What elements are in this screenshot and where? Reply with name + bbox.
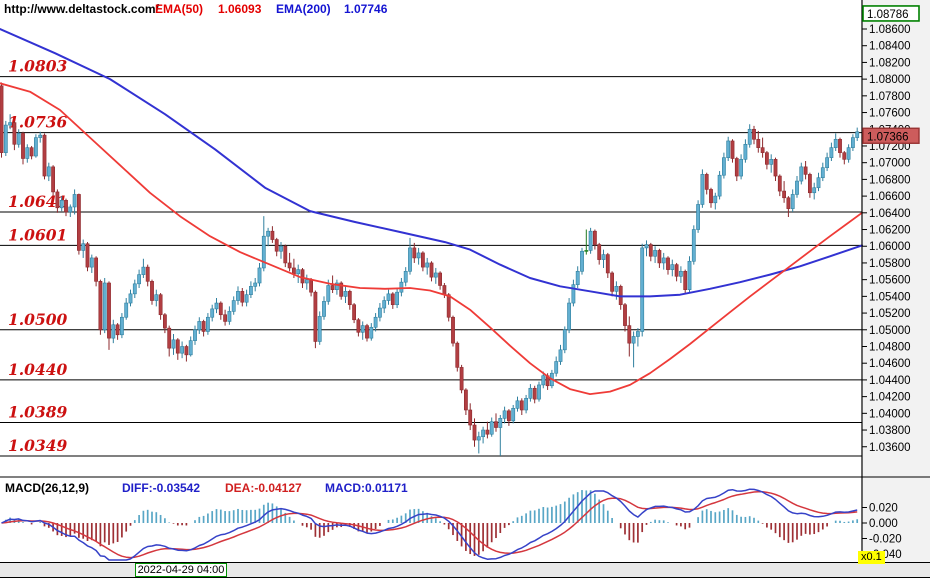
macd-diff-value: DIFF:-0.03542 [122,481,201,495]
ema200-label: EMA(200) [276,2,331,16]
price-tick-label: 1.03800 [869,425,911,437]
ema200-value: 1.07746 [344,2,388,16]
macd-histogram [4,490,859,556]
price-tick-label: 1.04200 [869,392,911,404]
price-tick-label: 1.04400 [869,375,911,387]
macd-scale-note: x0.1 [858,551,885,564]
ema50-label: EMA(50) [155,2,204,16]
level-label: 1.0601 [8,225,67,244]
macd-tick-label: 0.020 [869,503,898,515]
macd-indicator-label: MACD(26,12,9) [5,481,90,495]
price-tick-label: 1.06200 [869,225,911,237]
current-price-value: 1.07366 [867,131,909,143]
support-resistance-lines: 1.0803 1.0736 1.0641 1.0601 1.0500 1.0440 1.03… [0,57,862,457]
ema50-value: 1.06093 [218,2,262,16]
macd-macd-value: MACD:0.01171 [325,481,408,495]
price-tick-label: 1.05000 [869,325,911,337]
price-tick-label: 1.06400 [869,208,911,220]
price-tick-label: 1.04800 [869,341,911,353]
price-tick-label: 1.06600 [869,191,911,203]
price-tick-label: 1.05400 [869,291,911,303]
macd-tick-label: -0.020 [869,534,902,546]
price-tick-label: 1.05600 [869,275,911,287]
time-axis-bar[interactable]: 2022-04-29 04:00 [0,562,930,578]
price-tick-label: 1.04600 [869,358,911,370]
level-label: 1.0389 [8,403,68,422]
price-tick-label: 1.04000 [869,408,911,420]
price-tick-label: 1.05800 [869,258,911,270]
macd-tick-label: 0.000 [869,518,898,530]
level-label: 1.0500 [8,310,68,329]
price-tick-label: 1.08000 [869,74,911,86]
macd-diff-line [1,488,858,561]
current-price-box: 1.07366 [862,127,920,144]
price-tick-label: 1.07200 [869,141,911,153]
macd-dea-line [1,490,858,559]
level-label: 1.0440 [8,360,68,379]
level-label: 1.0803 [8,57,68,76]
price-tick-label: 1.07000 [869,158,911,170]
ema200-line [0,28,863,298]
price-tick-label: 1.03600 [869,442,911,454]
price-axis: 1.08600 1.08400 1.08200 1.08000 1.07800 1.076… [861,0,930,562]
macd-dea-value: DEA:-0.04127 [225,481,302,495]
cursor-timestamp-box: 2022-04-29 04:00 [135,563,227,577]
price-tick-label: 1.06000 [869,241,911,253]
level-label: 1.0736 [8,113,68,132]
level-label: 1.0641 [8,192,67,211]
ema50-line [0,82,863,395]
price-tick-label: 1.08200 [869,57,911,69]
price-tick-label: 1.07800 [869,91,911,103]
watermark-url: http://www.deltastock.com/ [4,2,159,16]
range-high-value: 1.08786 [867,9,909,21]
level-label: 1.0349 [8,436,68,455]
candles-layer [0,82,860,456]
price-tick-label: 1.08400 [869,41,911,53]
range-high-box: 1.08786 [862,5,920,22]
price-tick-label: 1.08600 [869,24,911,36]
price-tick-label: 1.06800 [869,174,911,186]
price-tick-label: 1.07600 [869,108,911,120]
price-tick-label: 1.05200 [869,308,911,320]
